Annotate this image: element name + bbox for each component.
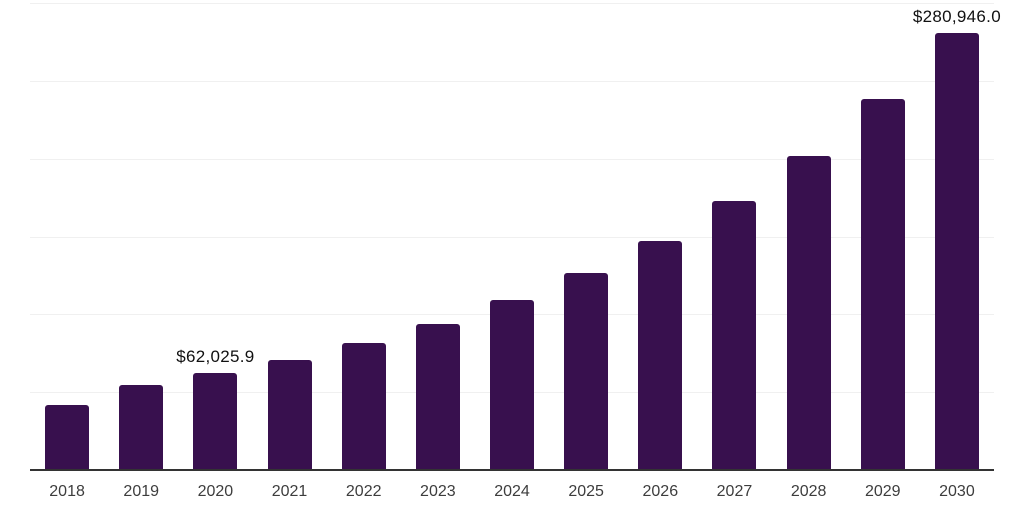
x-tick-label-2022: 2022 [345,483,382,500]
gridline [30,80,994,82]
bar-2021 [267,359,312,470]
x-axis-line [30,469,994,471]
x-tick-label-2026: 2026 [642,483,679,500]
bar-2018 [45,404,90,470]
bar-2024 [490,300,534,470]
bar-value-label-2020: $62,025.9 [176,347,255,367]
gridline [30,236,994,238]
x-tick-label-2024: 2024 [494,483,530,500]
x-tick-label-2023: 2023 [420,483,456,500]
bar-2022 [341,343,386,470]
bar-2025 [564,272,609,470]
bar-2027 [712,201,757,470]
bar-2030 [934,32,979,470]
x-tick-label-2018: 2018 [49,483,85,500]
bar-2019 [119,384,164,470]
bar-2023 [415,323,460,470]
bar-2026 [638,240,683,470]
x-tick-label-2029: 2029 [864,483,901,500]
bar-2028 [786,155,831,470]
x-tick-label-2025: 2025 [568,483,604,500]
x-tick-label-2021: 2021 [271,483,308,500]
bar-value-label-2030: $280,946.0 [912,6,1001,26]
x-tick-label-2020: 2020 [197,483,234,500]
x-tick-label-2030: 2030 [939,483,975,500]
bar-2029 [860,98,905,470]
gridline [30,158,994,160]
x-tick-label-2019: 2019 [123,483,160,500]
x-tick-label-2028: 2028 [790,483,827,500]
gridline [30,3,994,4]
x-tick-label-2027: 2027 [716,483,753,500]
bar-2020 [193,373,238,470]
